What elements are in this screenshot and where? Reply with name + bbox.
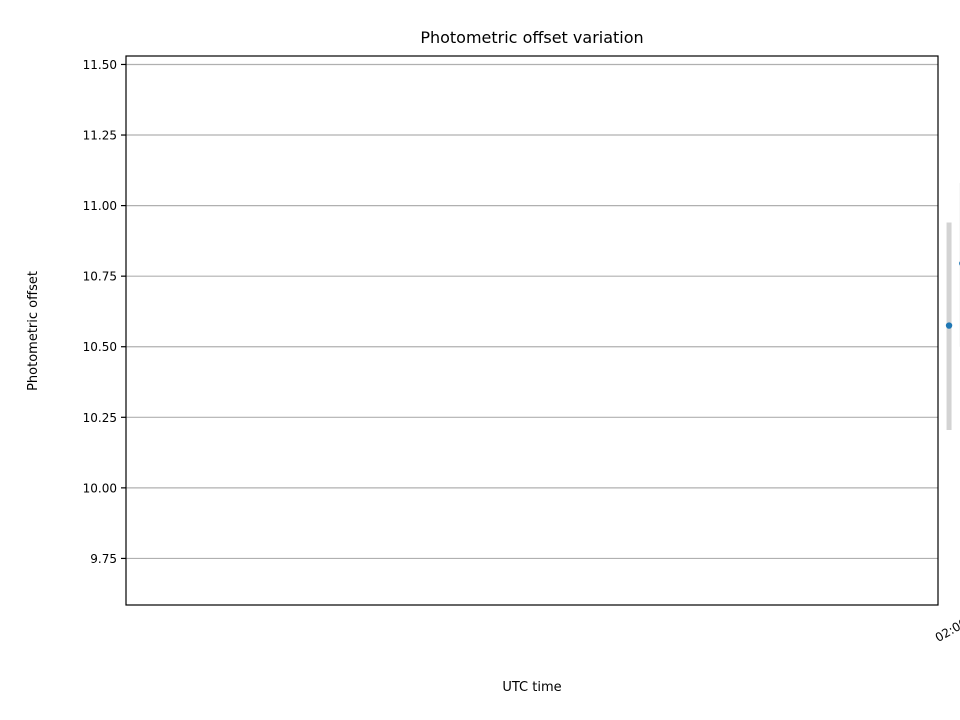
y-tick-label: 11.50 [83, 58, 117, 72]
y-tick-label: 10.25 [83, 411, 117, 425]
y-axis-ticks: 9.75 10.00 10.25 10.50 10.75 11.00 11.25 11.50 [83, 58, 126, 566]
y-tick-label: 10.00 [83, 481, 117, 495]
plot-area-frame [125, 55, 939, 606]
y-tick-label: 10.50 [83, 340, 117, 354]
y-tick-label: 10.75 [83, 270, 117, 284]
y-tick-label: 11.25 [83, 129, 117, 143]
grid-lines [126, 63, 938, 560]
x-axis-label: UTC time [502, 680, 561, 695]
data-point [945, 322, 953, 329]
y-tick-label: 9.75 [90, 552, 117, 566]
y-axis-label: Photometric offset [26, 271, 41, 391]
y-tick-label: 11.00 [83, 199, 117, 213]
chart-title: Photometric offset variation [420, 28, 643, 47]
